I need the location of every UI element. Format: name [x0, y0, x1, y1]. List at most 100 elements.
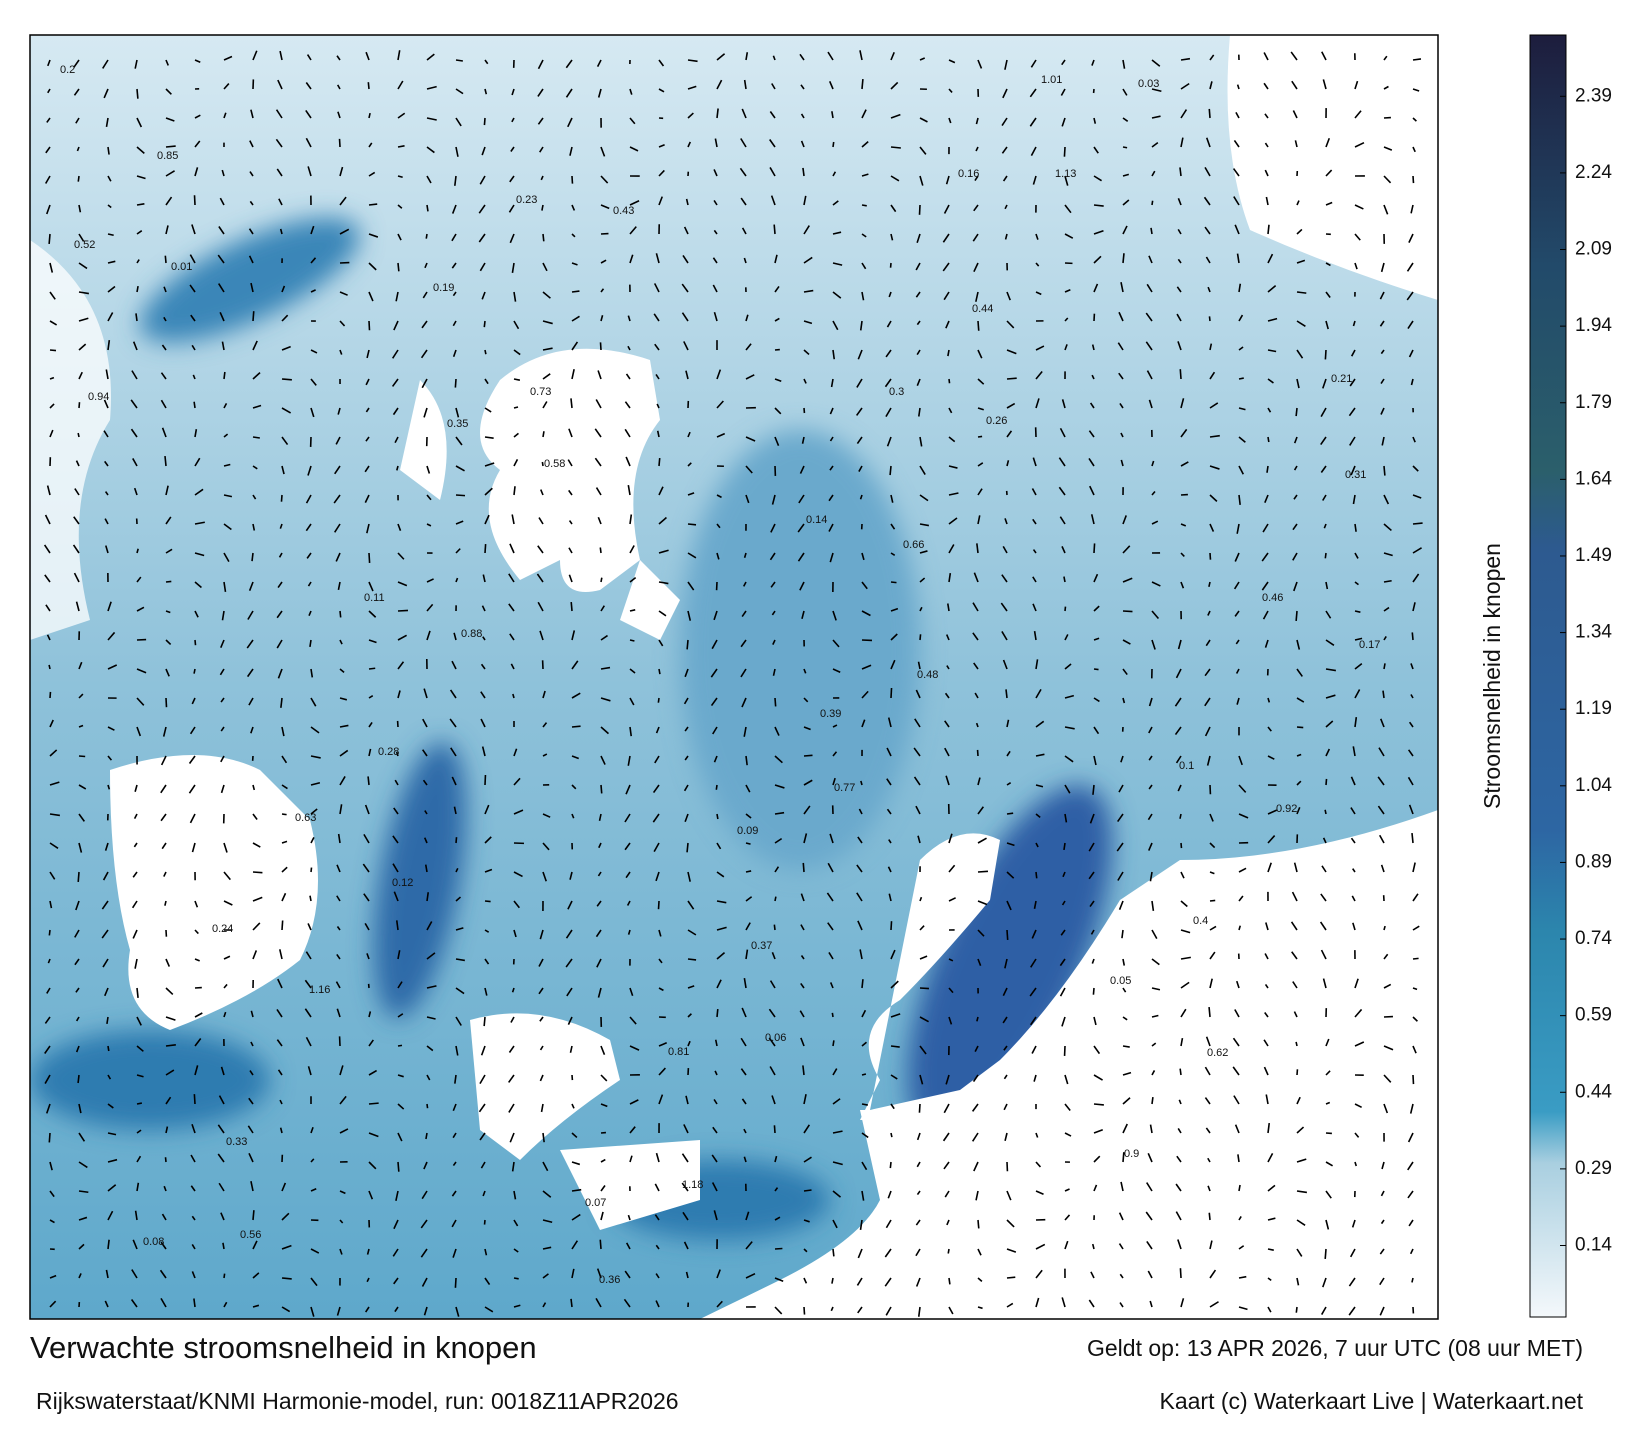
- arrow: [1413, 523, 1423, 524]
- arrow: [1355, 524, 1356, 532]
- arrow: [1209, 109, 1210, 118]
- speed-label: 0.88: [461, 628, 482, 640]
- arrow: [223, 1243, 224, 1249]
- arrow: [49, 930, 50, 935]
- speed-label: 0.81: [668, 1046, 689, 1058]
- arrow: [687, 640, 688, 649]
- speed-label: 0.09: [737, 825, 758, 837]
- arrow: [919, 1104, 920, 1113]
- speed-label: 0.21: [1331, 373, 1352, 385]
- arrow: [166, 581, 171, 582]
- arrow: [1325, 810, 1326, 814]
- arrow: [804, 1307, 805, 1315]
- colorbar-tick-label: 0.89: [1575, 851, 1612, 872]
- arrow: [803, 1065, 804, 1075]
- colorbar-tick-label: 1.94: [1575, 315, 1612, 336]
- arrow: [746, 843, 751, 844]
- arrow: [803, 863, 804, 872]
- speed-label: 0.46: [1262, 592, 1283, 604]
- arrow: [253, 437, 260, 438]
- arrow: [543, 431, 544, 437]
- arrow: [107, 1017, 108, 1024]
- colorbar-tick-label: 2.09: [1575, 239, 1612, 260]
- arrow: [572, 726, 581, 727]
- arrow: [108, 1046, 109, 1051]
- speed-label: 0.12: [392, 877, 413, 889]
- arrow: [891, 1133, 892, 1137]
- arrow: [1325, 553, 1326, 558]
- arrow: [572, 291, 579, 292]
- arrow: [1209, 1213, 1210, 1220]
- arrow: [1007, 1277, 1015, 1278]
- arrow: [311, 868, 312, 872]
- arrow: [310, 640, 311, 647]
- arrow: [78, 872, 79, 882]
- arrow: [833, 1249, 834, 1256]
- colorbar-tick-label: 2.24: [1575, 162, 1612, 183]
- arrow: [949, 1278, 950, 1284]
- colorbar-tick-label: 1.04: [1575, 775, 1612, 796]
- arrow: [165, 1157, 166, 1162]
- arrow: [833, 1040, 834, 1046]
- colorbar-tick-label: 0.44: [1575, 1081, 1612, 1102]
- arrow: [601, 578, 602, 582]
- arrow: [1238, 1154, 1239, 1162]
- speed-label: 0.03: [1138, 78, 1159, 90]
- arrow: [1297, 292, 1306, 293]
- colorbar: [1530, 35, 1566, 1317]
- arrow: [282, 814, 287, 815]
- arrow: [78, 176, 79, 182]
- arrow: [195, 640, 196, 645]
- arrow: [484, 1017, 485, 1026]
- speed-label: 0.23: [516, 194, 537, 206]
- arrow: [1007, 378, 1017, 379]
- arrow: [369, 113, 370, 118]
- arrow: [281, 698, 282, 708]
- arrow: [600, 548, 601, 553]
- arrow: [571, 1299, 572, 1307]
- arrow: [861, 781, 862, 785]
- colorbar-tick-label: 0.59: [1575, 1005, 1612, 1026]
- arrow: [485, 901, 491, 902]
- arrow: [862, 1074, 866, 1075]
- arrow: [514, 1278, 519, 1279]
- arrow: [1094, 1104, 1104, 1105]
- speed-label: 0.63: [295, 812, 316, 824]
- arrow: [455, 1278, 456, 1288]
- arrow: [775, 1248, 782, 1249]
- speed-label: 0.26: [986, 415, 1007, 427]
- arrow: [1296, 408, 1297, 416]
- arrow: [398, 1045, 402, 1046]
- colorbar-tick-label: 1.34: [1575, 622, 1612, 643]
- arrow: [1094, 205, 1104, 206]
- speed-label: 0.92: [1276, 803, 1297, 815]
- arrow: [165, 901, 166, 906]
- arrow: [1268, 225, 1269, 234]
- arrow: [456, 837, 457, 843]
- speed-label: 0.16: [958, 168, 979, 180]
- arrow: [571, 602, 572, 611]
- arrow: [948, 350, 949, 356]
- arrow: [78, 433, 79, 437]
- arrow: [890, 466, 891, 475]
- arrow: [774, 925, 775, 930]
- arrow: [832, 111, 833, 118]
- colorbar-tick-label: 1.79: [1575, 392, 1612, 413]
- speed-label: 0.39: [820, 708, 841, 720]
- arrow: [49, 665, 50, 669]
- arrow: [1210, 900, 1215, 901]
- arrow: [1296, 1042, 1297, 1046]
- arrow: [485, 350, 486, 354]
- arrow: [862, 1104, 868, 1105]
- speed-label: 0.07: [585, 1197, 606, 1209]
- arrow: [832, 1013, 833, 1017]
- arrow: [774, 1125, 775, 1133]
- arrow: [136, 313, 137, 321]
- arrow: [688, 524, 696, 525]
- arrow: [137, 89, 138, 99]
- arrow: [1180, 369, 1181, 379]
- arrow: [194, 402, 195, 408]
- arrow: [1151, 228, 1152, 234]
- arrow: [1094, 669, 1099, 670]
